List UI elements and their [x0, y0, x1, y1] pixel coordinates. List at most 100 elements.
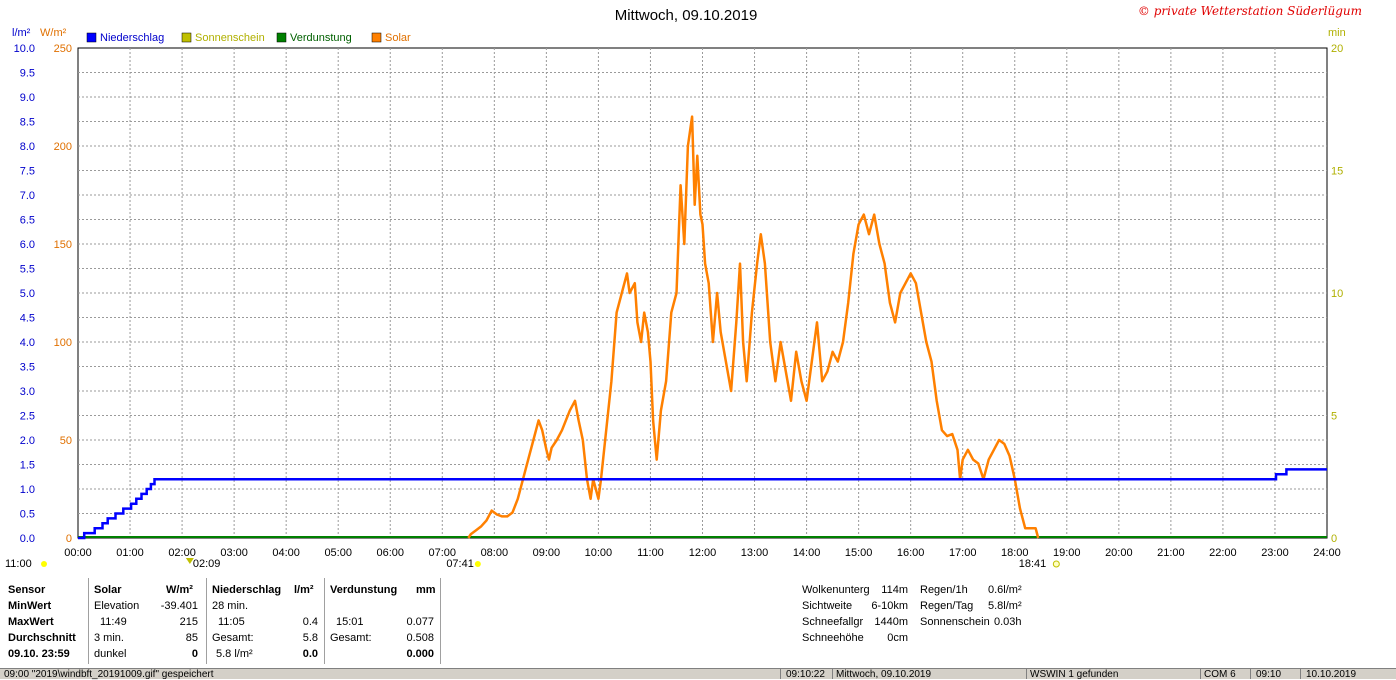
y-tick-label-precip: 0.5	[20, 509, 35, 521]
x-tick-label: 11:00	[637, 547, 664, 559]
precip-now-label: 5.8 l/m²	[216, 648, 253, 660]
solar-avg-label: 3 min.	[94, 632, 124, 644]
y-tick-label-precip: 4.5	[20, 313, 35, 325]
sunset-marker	[1052, 560, 1060, 568]
tmin-label: 02:09	[193, 558, 221, 570]
status-port: COM 6	[1204, 669, 1236, 680]
hdr-precip-unit: l/m²	[294, 584, 314, 596]
status-separator	[1300, 669, 1301, 679]
y-tick-label-precip: 3.5	[20, 362, 35, 374]
legend-swatch-evap	[276, 32, 287, 43]
sunset-label: 18:41	[1019, 558, 1047, 570]
hdr-solar-unit: W/m²	[166, 584, 193, 596]
x-tick-label: 23:00	[1261, 547, 1289, 559]
y-tick-label-precip: 4.0	[20, 337, 35, 349]
status-device: WSWIN 1 gefunden	[1030, 669, 1119, 680]
solar-line	[467, 115, 1040, 539]
x-tick-label: 03:00	[220, 547, 248, 559]
status-time: 09:10:22	[786, 669, 825, 680]
y-tick-label-precip: 6.5	[20, 215, 35, 227]
evap-total-label: Gesamt:	[330, 632, 372, 644]
solar-max-value: 215	[179, 616, 198, 628]
y-tick-label-precip: 5.5	[20, 264, 35, 276]
precipitation-line	[78, 468, 1327, 540]
precip-now-value: 0.0	[302, 648, 318, 660]
status-date: Mittwoch, 09.10.2019	[836, 669, 932, 680]
evap-total-value: 0.508	[406, 632, 434, 644]
sunrise-marker	[474, 561, 481, 567]
solar-min-value: -39.401	[160, 600, 198, 612]
status-separator	[832, 669, 833, 679]
status-bar: 09:00 "2019\windbft_20191009.gif" gespei…	[0, 668, 1396, 680]
x-tick-label: 05:00	[324, 547, 352, 559]
status-today: 10.10.2019	[1306, 669, 1357, 680]
status-separator	[780, 669, 781, 679]
x-tick-label: 09:00	[533, 547, 561, 559]
sunshine-value: 0.03h	[994, 616, 1022, 628]
x-axis: 00:00 01:00 02:00 03:00 04:00 05:00 06:00 07:00…	[64, 547, 1341, 559]
x-tick-label: 20:00	[1105, 547, 1133, 559]
x-tick-label: 19:00	[1053, 547, 1081, 559]
rain-day-value: 5.8l/m²	[988, 600, 1022, 612]
status-separator	[1026, 669, 1027, 679]
hdr-precip: Niederschlag	[212, 584, 282, 596]
y-tick-label-solar: 200	[54, 141, 72, 153]
left-axis-unit-precip: l/m²	[12, 27, 31, 39]
y-tick-label-precip: 9.5	[20, 68, 35, 80]
tmin-marker	[185, 558, 194, 564]
hdr-sensor: Sensor	[8, 584, 46, 596]
y-tick-label-min: 0	[1331, 533, 1337, 545]
precip-max-label: 11:05	[218, 616, 245, 628]
y-tick-label-precip: 1.5	[20, 460, 35, 472]
solar-max-label: 11:49	[100, 616, 127, 628]
y-tick-label-precip: 10.0	[14, 43, 35, 55]
evap-max-value: 0.077	[406, 616, 434, 628]
legend: Niederschlag Sonnenschein Verdunstung So…	[86, 32, 411, 44]
legend-label-evap: Verdunstung	[290, 32, 352, 44]
hdr-evap: Verdunstung	[330, 584, 398, 596]
weather-chart: Mittwoch, 09.10.2019 © private Wettersta…	[5, 4, 1362, 570]
legend-swatch-solar	[371, 32, 382, 43]
solar-now-value: 0	[191, 648, 198, 660]
x-tick-label: 16:00	[897, 547, 925, 559]
visibility-label: Sichtweite	[802, 600, 853, 612]
chart-title: Mittwoch, 09.10.2019	[615, 7, 758, 24]
x-tick-label: 02:00	[168, 547, 196, 559]
evap-max-label: 15:01	[336, 616, 364, 628]
legend-swatch-sunshine	[181, 32, 192, 43]
y-tick-label-min: 5	[1331, 411, 1337, 423]
y-tick-label-precip: 1.0	[20, 484, 35, 496]
y-tick-label-precip: 7.5	[20, 166, 35, 178]
solar-now-label: dunkel	[94, 648, 127, 660]
divider	[206, 578, 207, 664]
divider	[324, 578, 325, 664]
rain-day-label: Regen/Tag	[920, 600, 974, 612]
y-tick-label-min: 20	[1331, 43, 1343, 55]
snowline-label: Schneefallgr	[802, 616, 864, 628]
x-tick-label: 04:00	[272, 547, 300, 559]
hdr-solar: Solar	[94, 584, 122, 596]
x-tick-label: 24:00	[1313, 547, 1341, 559]
grid	[78, 48, 1327, 538]
visibility-value: 6-10km	[871, 600, 908, 612]
row-minwert: MinWert	[8, 600, 52, 612]
x-tick-label: 22:00	[1209, 547, 1237, 559]
y-tick-label-solar: 250	[54, 43, 72, 55]
y-tick-label-min: 15	[1331, 166, 1343, 178]
moon-marker	[41, 561, 47, 567]
y-tick-label-solar: 150	[54, 239, 72, 251]
copyright-text: © private Wetterstation Süderlügum	[1138, 4, 1362, 18]
status-clock: 09:10	[1256, 669, 1282, 680]
status-separator	[1200, 669, 1201, 679]
moon-time-label: 11:00	[5, 558, 32, 570]
y-tick-label-precip: 0.0	[20, 533, 35, 545]
x-tick-label: 08:00	[481, 547, 509, 559]
legend-label-precip: Niederschlag	[100, 32, 164, 44]
rain-1h-value: 0.6l/m²	[988, 584, 1022, 596]
sunrise-label: 07:41	[446, 558, 474, 570]
y-tick-label-precip: 3.0	[20, 386, 35, 398]
markers-layer: 11:00 02:09 07:41 18:41	[5, 558, 1060, 570]
snowdepth-value: 0cm	[887, 632, 908, 644]
x-tick-label: 07:00	[429, 547, 457, 559]
y-tick-label-precip: 9.0	[20, 92, 35, 104]
